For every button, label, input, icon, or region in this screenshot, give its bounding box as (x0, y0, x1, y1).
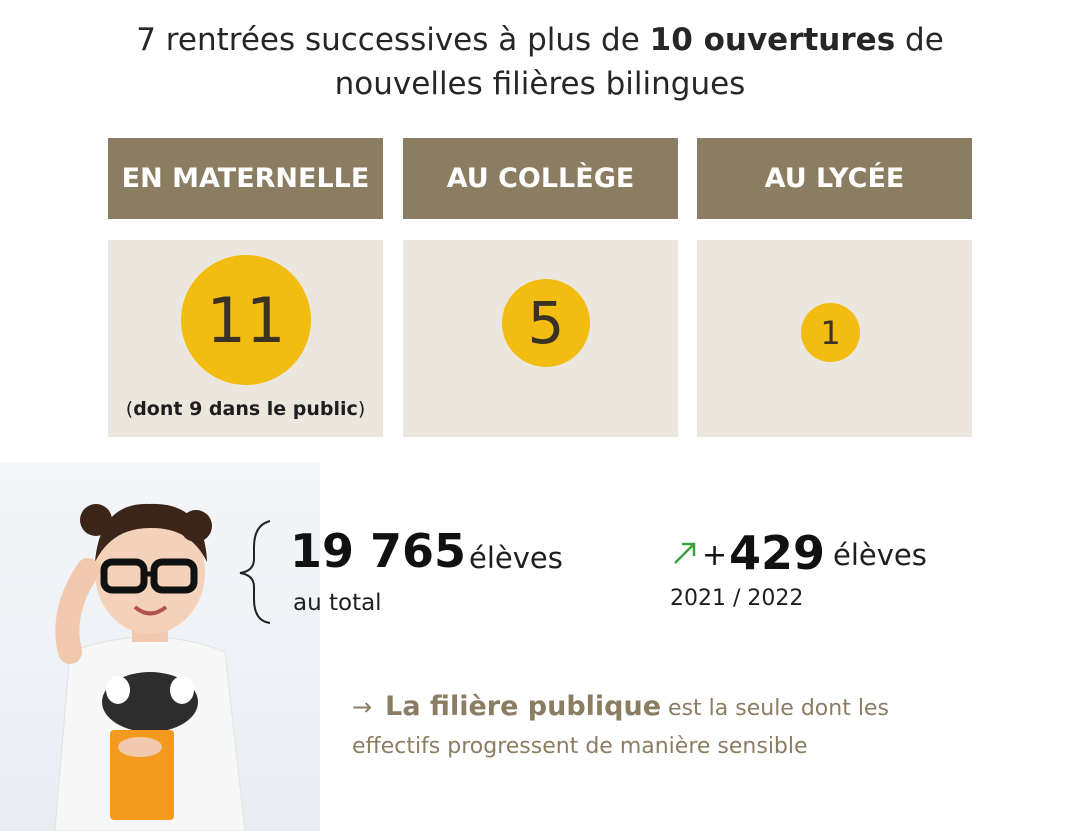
increase-unit: élèves (833, 538, 927, 572)
increase-sign: + (702, 538, 728, 573)
conclusion-line-1: → La filière publique est la seule dont … (352, 688, 952, 728)
conclusion-emphasis: La filière publique (385, 691, 662, 722)
count-circle-college: 5 (502, 279, 590, 367)
header-lycee: AU LYCÉE (697, 138, 972, 219)
header-college: AU COLLÈGE (403, 138, 678, 219)
child-illustration (54, 503, 246, 832)
note-bold: dont 9 dans le public (133, 398, 358, 420)
child-photo (0, 462, 320, 832)
panel-maternelle: 11 (dont 9 dans le public) (108, 240, 383, 437)
note-paren-close: ) (357, 398, 366, 420)
headline-text-end: de (895, 22, 944, 58)
conclusion: → La filière publique est la seule dont … (352, 688, 952, 766)
conclusion-line-2: effectifs progressent de manière sensibl… (352, 734, 808, 759)
headline-text: 7 rentrées successives à plus de (136, 22, 650, 58)
trend-up-arrow-icon (674, 542, 696, 564)
count-lycee: 1 (820, 313, 841, 352)
header-maternelle: EN MATERNELLE (108, 138, 383, 219)
headline: 7 rentrées successives à plus de 10 ouve… (0, 18, 1080, 106)
panel-college: 5 (403, 240, 678, 437)
curly-brace-icon (239, 520, 271, 624)
count-maternelle: 11 (206, 283, 286, 357)
increase-number: 429 (729, 526, 826, 580)
total-unit: élèves (469, 541, 563, 575)
count-circle-lycee: 1 (801, 303, 860, 362)
total-caption: au total (293, 590, 382, 616)
increase-period: 2021 / 2022 (670, 586, 804, 611)
headline-line-2: nouvelles filières bilingues (334, 66, 746, 102)
total-number: 19 765 (290, 524, 467, 578)
count-college: 5 (527, 289, 565, 357)
headline-bold: 10 ouvertures (649, 22, 896, 58)
right-arrow-icon: → (352, 693, 373, 721)
panel-lycee: 1 (697, 240, 972, 437)
count-circle-maternelle: 11 (181, 255, 311, 385)
conclusion-text-1: est la seule dont les (668, 696, 889, 721)
note-paren-open: ( (125, 398, 134, 420)
headline-line-1: 7 rentrées successives à plus de 10 ouve… (0, 18, 1080, 62)
note-maternelle: (dont 9 dans le public) (108, 398, 383, 420)
